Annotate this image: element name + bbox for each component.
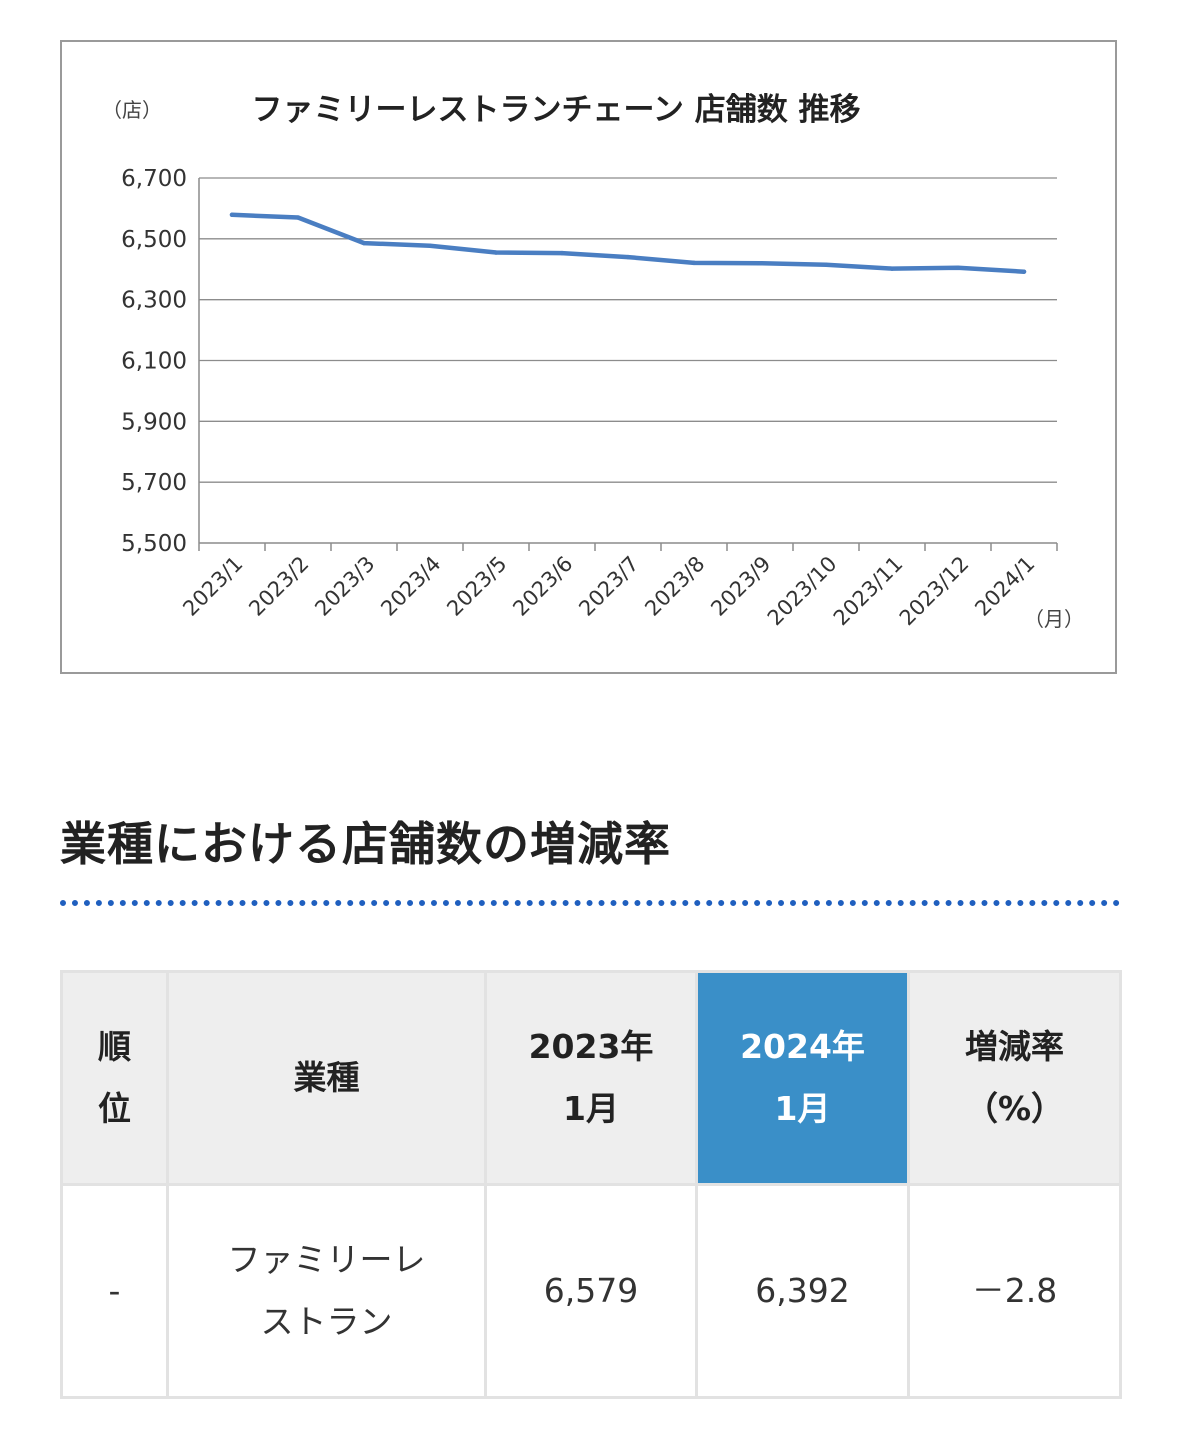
x-tick-label: 2023/12 [895, 552, 974, 631]
cell-2024-value: 6,392 [695, 1183, 910, 1399]
header-2023-line2: 1月 [563, 1089, 619, 1128]
data-point [625, 254, 631, 260]
cell-industry-line2: ストラン [260, 1302, 393, 1341]
data-point [427, 243, 433, 249]
x-tick-label: 2023/11 [829, 552, 908, 631]
y-tick-label: 6,500 [121, 227, 187, 253]
y-tick-label: 5,700 [121, 470, 187, 496]
header-rank-line2: 位 [98, 1089, 131, 1128]
x-axis-unit-label: （月） [1024, 607, 1084, 631]
data-point [559, 250, 565, 256]
data-point [823, 262, 829, 267]
y-tick-label: 6,700 [121, 166, 187, 192]
series-line [229, 212, 1027, 274]
table-header-row: 順 位 業種 2023年 1月 2024年 1月 増減率 （%） [60, 970, 1122, 1186]
table-row: - ファミリーレ ストラン 6,579 6,392 －2.8 [60, 1183, 1122, 1399]
header-change-rate: 増減率 （%） [907, 970, 1122, 1186]
y-tick-label: 6,300 [121, 288, 187, 314]
header-industry-line1: 業種 [293, 1058, 360, 1097]
cell-2023-value: 6,579 [484, 1183, 698, 1399]
data-point [955, 265, 961, 270]
chart-title: ファミリーレストランチェーン 店舗数 推移 [251, 92, 860, 128]
header-2023-jan: 2023年 1月 [484, 970, 698, 1186]
y-tick-label: 5,500 [121, 531, 187, 557]
store-count-table: 順 位 業種 2023年 1月 2024年 1月 増減率 （%） - フ [60, 970, 1122, 1399]
header-rank: 順 位 [60, 970, 169, 1186]
x-tick-label: 2023/10 [763, 552, 842, 631]
x-tick-label: 2023/2 [244, 552, 313, 621]
cell-change-rate: －2.8 [907, 1183, 1122, 1399]
data-point [757, 260, 763, 266]
cell-industry: ファミリーレ ストラン [166, 1183, 487, 1399]
header-rank-line1: 順 [98, 1027, 131, 1066]
data-point [493, 250, 499, 255]
header-industry: 業種 [166, 970, 487, 1186]
data-point [295, 215, 301, 220]
header-rate-line2: （%） [964, 1089, 1065, 1128]
cell-rank: - [60, 1183, 169, 1399]
y-tick-label: 6,100 [121, 349, 187, 375]
data-point [361, 240, 367, 246]
x-tick-label: 2023/5 [442, 552, 511, 621]
y-tick-label: 5,900 [121, 409, 187, 435]
header-rate-line1: 増減率 [965, 1027, 1064, 1066]
cell-industry-line1: ファミリーレ [227, 1240, 426, 1279]
data-point [1021, 269, 1027, 274]
data-point [691, 260, 697, 266]
y-axis-unit-label: （店） [102, 98, 162, 122]
x-tick-label: 2023/8 [640, 552, 709, 621]
heading-dotted-divider [60, 900, 1120, 906]
data-point [889, 266, 895, 271]
x-tick-label: 2023/6 [508, 552, 577, 621]
chart-container: ファミリーレストランチェーン 店舗数 推移 （店） （月） 5,500 5,700… [60, 40, 1117, 674]
x-tick-label: 2023/4 [376, 552, 445, 621]
header-2024-jan: 2024年 1月 [695, 970, 910, 1186]
data-point [229, 212, 235, 218]
line-chart: ファミリーレストランチェーン 店舗数 推移 （店） （月） 5,500 5,700… [102, 92, 1084, 631]
section-heading: 業種における店舗数の増減率 [60, 817, 671, 871]
x-tick-label: 2023/7 [574, 552, 643, 621]
header-2024-line1: 2024年 [740, 1027, 865, 1066]
header-2024-line2: 1月 [774, 1089, 831, 1128]
header-2023-line1: 2023年 [528, 1027, 654, 1066]
x-tick-label: 2023/1 [178, 552, 247, 621]
x-tick-label: 2023/3 [310, 552, 379, 621]
